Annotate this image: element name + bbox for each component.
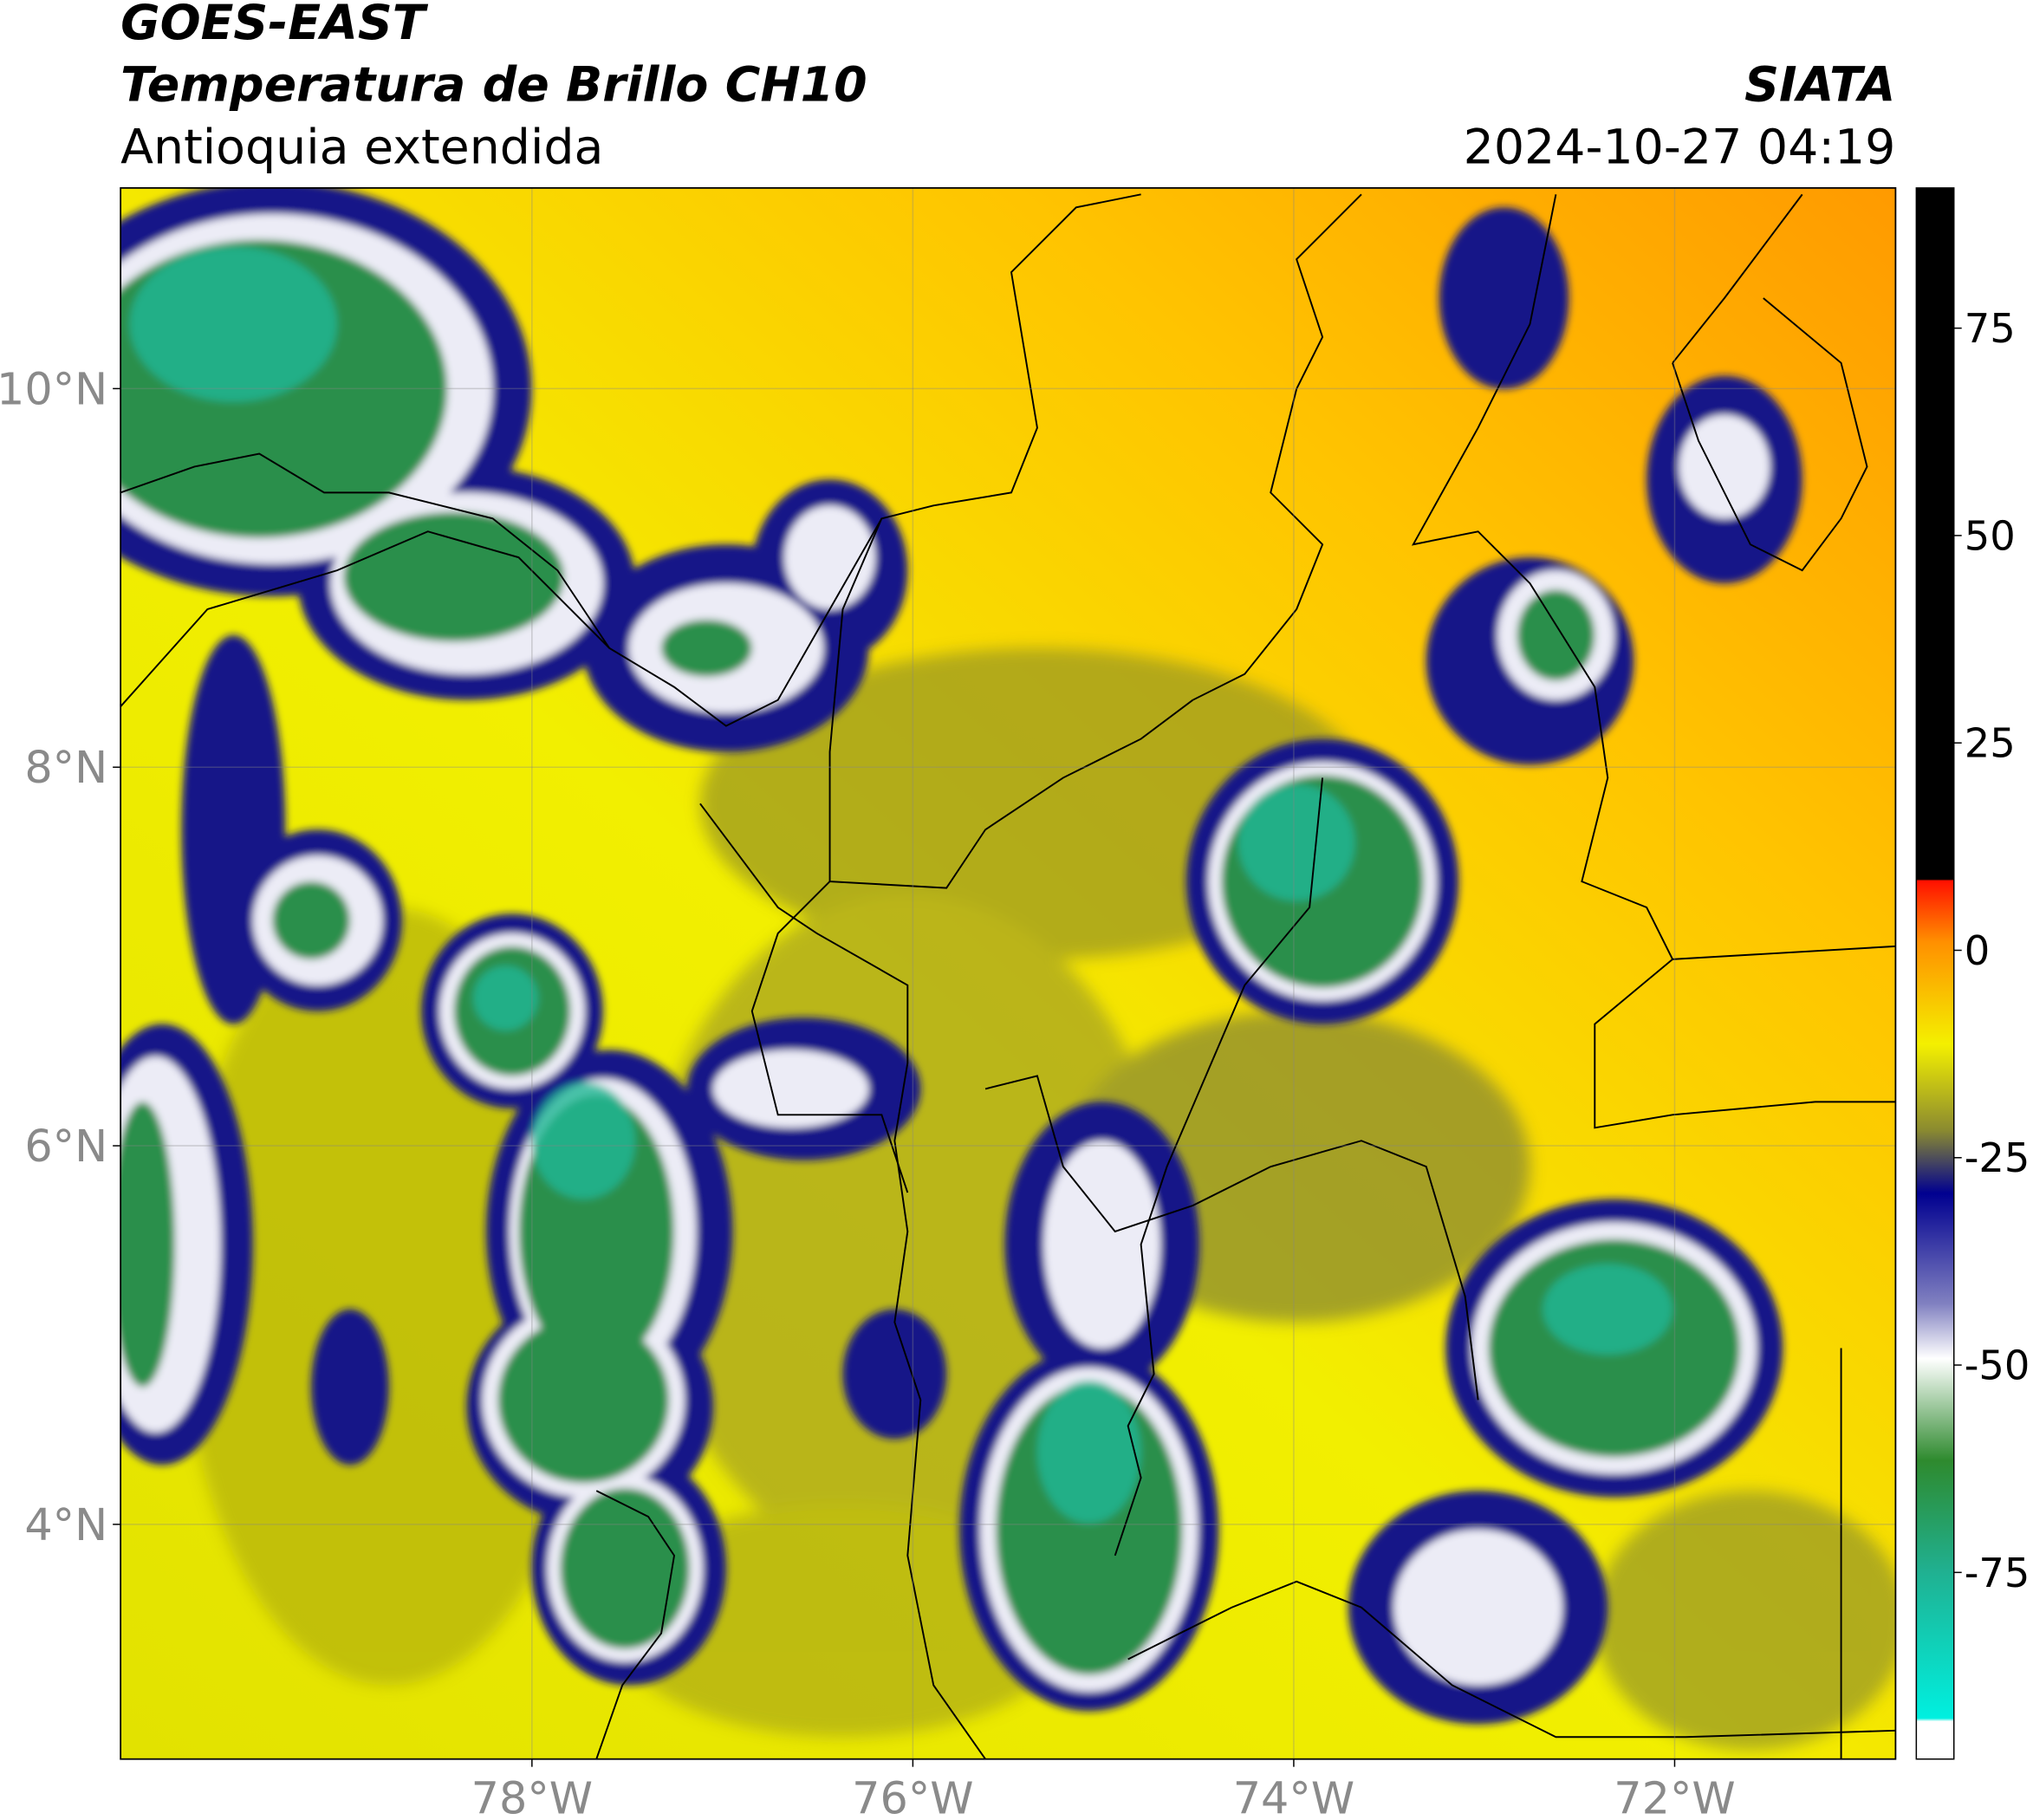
x-tick-label: 76°W: [852, 1773, 973, 1820]
region: Antioquia extendida: [120, 120, 603, 175]
colorbar-tick-label: -75: [1965, 1550, 2030, 1596]
colorbar-tick-label: 75: [1965, 305, 2016, 352]
colorbar-tick-label: 50: [1965, 512, 2016, 559]
datetime: 2024-10-27 04:19: [1464, 120, 1896, 175]
x-tick-label: 74°W: [1233, 1773, 1354, 1820]
y-tick-label: 6°N: [24, 1121, 107, 1172]
map-frame: [120, 186, 1897, 1760]
x-tick-label: 78°W: [471, 1773, 593, 1820]
y-tick-label: 8°N: [24, 742, 107, 793]
colorbar: [1915, 187, 1955, 1760]
title: GOES-EAST: [120, 0, 429, 51]
source: SIATA: [1744, 58, 1895, 114]
colorbar-tick-label: 0: [1965, 927, 1991, 974]
colorbar-tick-label: 25: [1965, 720, 2016, 767]
subtitle: Temperatura de Brillo CH10: [120, 58, 867, 114]
y-tick-label: 10°N: [0, 363, 107, 414]
colorbar-tick-label: -50: [1965, 1342, 2030, 1389]
grid-layer: [120, 187, 1896, 1759]
satellite-image: [120, 187, 1896, 1759]
y-tick-label: 4°N: [24, 1499, 107, 1550]
colorbar-tick-label: -25: [1965, 1134, 2030, 1181]
x-tick-label: 72°W: [1614, 1773, 1735, 1820]
